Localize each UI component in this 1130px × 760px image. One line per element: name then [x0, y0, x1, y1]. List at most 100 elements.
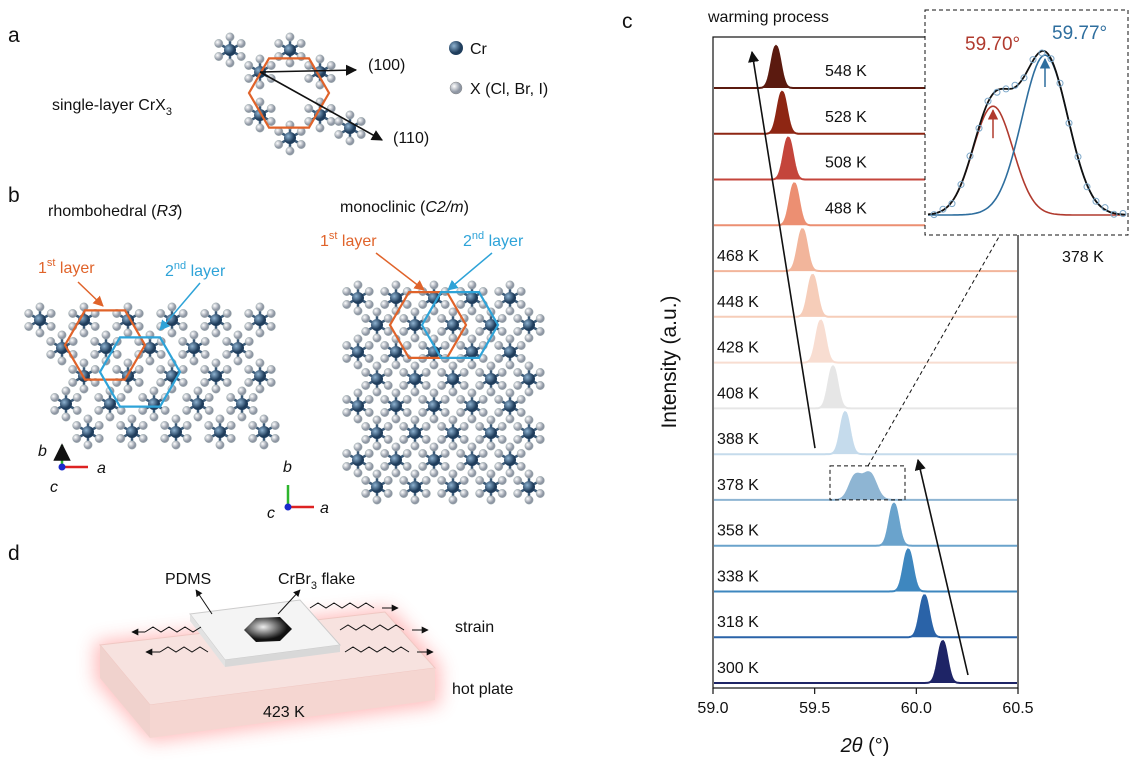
x-atom: [384, 476, 392, 484]
x-atom: [237, 52, 245, 60]
x-atom: [183, 421, 191, 429]
x-atom: [476, 381, 484, 389]
x-atom: [449, 362, 457, 370]
x-atom: [373, 442, 381, 450]
x-atom: [51, 406, 59, 414]
x-atom: [362, 368, 370, 376]
x-atom: [476, 368, 484, 376]
panel-label: b: [8, 184, 20, 207]
x-atom: [506, 469, 514, 477]
x-atom: [392, 361, 400, 369]
x-atom: [245, 365, 253, 373]
x-atom: [476, 435, 484, 443]
x-atom: [392, 389, 400, 397]
x-atom: [215, 52, 223, 60]
zoom-connector: [868, 235, 1000, 466]
x-atom: [365, 341, 373, 349]
x-atom: [487, 416, 495, 424]
x-atom: [286, 147, 294, 155]
lattice-rhombohedral: [25, 303, 280, 449]
cr-atom: [236, 398, 248, 410]
layer-num: 1: [38, 260, 47, 277]
x-atom: [25, 322, 33, 330]
x-atom: [146, 357, 154, 365]
x-atom: [479, 408, 487, 416]
x-atom: [297, 39, 305, 47]
trace-fill: [714, 229, 1017, 271]
x-atom: [468, 307, 476, 315]
temperature-label: 318 K: [717, 614, 759, 631]
peak-label: 59.70°: [965, 34, 1020, 55]
x-atom: [362, 435, 370, 443]
x-atom: [457, 462, 465, 470]
x-atom: [487, 362, 495, 370]
layer-num: 2: [165, 263, 174, 280]
x-tick-label: 60.5: [1002, 700, 1033, 717]
x-atom: [449, 416, 457, 424]
layer-label: 2nd layer: [165, 260, 226, 280]
x-atom: [525, 470, 533, 478]
x-atom: [468, 389, 476, 397]
x-atom: [245, 74, 253, 82]
cr-atom: [34, 314, 46, 326]
direction-arrow: [260, 70, 356, 72]
x-atom: [381, 449, 389, 457]
cr-atom: [485, 427, 497, 439]
x-atom: [256, 55, 264, 63]
x-atom: [365, 395, 373, 403]
x-atom: [411, 308, 419, 316]
x-atom: [514, 435, 522, 443]
x-atom: [201, 365, 209, 373]
x-atom: [525, 416, 533, 424]
x-atom: [286, 59, 294, 67]
x-atom: [216, 441, 224, 449]
x-atom: [157, 350, 165, 358]
x-atom: [403, 462, 411, 470]
cr-atom: [523, 319, 535, 331]
x-atom: [373, 334, 381, 342]
cr-atom: [148, 398, 160, 410]
x-atom: [354, 307, 362, 315]
layer-sup: st: [47, 257, 56, 269]
x-atom: [411, 470, 419, 478]
structure-title: monoclinic (C2/m): [340, 199, 469, 216]
x-atom: [441, 341, 449, 349]
x-atom: [73, 393, 81, 401]
panel-label: d: [8, 542, 20, 565]
axis-name: c: [50, 479, 58, 496]
x-atom: [161, 434, 169, 442]
x-atom: [267, 61, 275, 69]
x-atom: [468, 469, 476, 477]
x-atom: [525, 388, 533, 396]
temperature-label: 448 K: [717, 294, 759, 311]
x-atom: [525, 362, 533, 370]
x-atom: [47, 309, 55, 317]
x-atom: [343, 300, 351, 308]
x-atom: [362, 489, 370, 497]
trace-line: [714, 229, 1017, 271]
x-atom: [487, 470, 495, 478]
x-tick-label: 60.0: [901, 700, 932, 717]
x-atom: [506, 415, 514, 423]
x-atom: [91, 337, 99, 345]
x-atom: [227, 434, 235, 442]
x-atom: [373, 470, 381, 478]
x-atom: [205, 393, 213, 401]
x-atom: [422, 381, 430, 389]
x-atom: [343, 287, 351, 295]
x-atom: [212, 303, 220, 311]
x-atom: [495, 300, 503, 308]
x-atom: [498, 314, 506, 322]
x-atom: [362, 422, 370, 430]
x-atom: [249, 434, 257, 442]
x-atom: [392, 281, 400, 289]
x-atom: [517, 408, 525, 416]
x-atom: [392, 469, 400, 477]
x-atom: [226, 33, 234, 41]
x-atom: [514, 489, 522, 497]
layer-label: 1st layer: [38, 257, 95, 277]
trace-line: [714, 595, 1017, 637]
lattice-a: [215, 33, 382, 155]
x-atom: [91, 350, 99, 358]
